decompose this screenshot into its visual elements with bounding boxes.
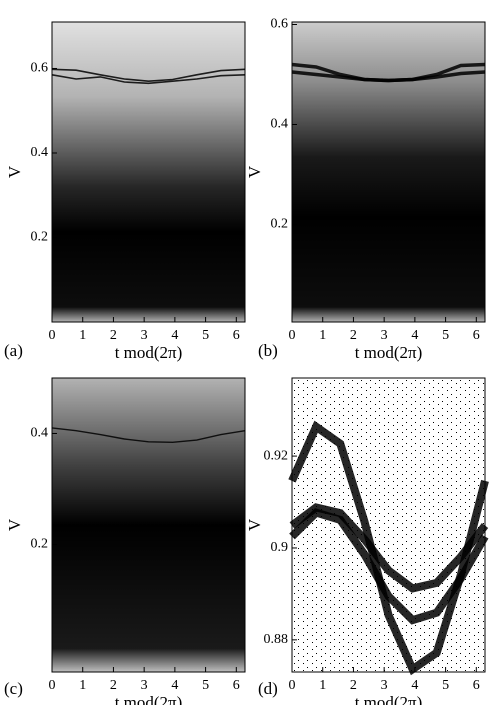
panel-label: (c) (4, 679, 23, 698)
y-tick-label: 0.6 (271, 17, 289, 32)
point-cloud (52, 378, 245, 672)
y-axis-label: V (245, 165, 264, 178)
orbit-line (51, 74, 246, 85)
x-tick-label: 2 (110, 328, 117, 343)
panel: 0 1 2 3 4 5 6 0.2 0.4 t mod(2π) V (c) (4, 377, 246, 705)
y-tick-label: 0.2 (271, 217, 289, 232)
plot-frame (291, 377, 486, 673)
orbit-line (288, 420, 489, 676)
y-tick-label: 0.6 (31, 61, 49, 76)
y-tick-label: 0.9 (271, 540, 289, 555)
x-tick-label: 0 (49, 678, 56, 693)
x-tick-label: 0 (49, 328, 56, 343)
panel-label: (b) (258, 341, 278, 360)
x-tick-label: 3 (381, 678, 388, 693)
panel-label: (a) (4, 341, 23, 360)
orbit-line (291, 62, 486, 83)
x-tick-label: 6 (233, 678, 240, 693)
x-tick-label: 4 (411, 678, 418, 693)
x-tick-label: 5 (442, 678, 449, 693)
x-axis-label: t mod(2π) (355, 693, 423, 705)
x-tick-label: 2 (110, 678, 117, 693)
panel: 0 1 2 3 4 5 6 0.88 0.9 0.92 t mod(2π) V (d) (245, 377, 489, 705)
point-cloud (292, 378, 485, 672)
x-tick-label: 1 (79, 328, 86, 343)
x-axis-label: t mod(2π) (115, 693, 183, 705)
y-tick-label: 0.4 (31, 426, 49, 441)
x-tick-label: 3 (141, 328, 148, 343)
x-tick-label: 2 (350, 678, 357, 693)
orbit-line (51, 427, 246, 444)
y-tick-label: 0.4 (271, 117, 289, 132)
orbit-line (289, 503, 489, 593)
y-tick-label: 0.92 (264, 448, 289, 463)
x-tick-label: 4 (171, 678, 178, 693)
y-axis-label: V (245, 518, 264, 531)
x-tick-label: 6 (473, 328, 480, 343)
x-tick-label: 0 (289, 678, 296, 693)
orbit-line (289, 508, 489, 625)
plot-frame (291, 21, 486, 323)
y-tick-label: 0.88 (264, 632, 289, 647)
x-tick-label: 0 (289, 328, 296, 343)
x-tick-label: 5 (442, 328, 449, 343)
x-tick-label: 3 (141, 678, 148, 693)
panels: 0 1 2 3 4 5 60.20.40.6t mod(2π)V(a)0 1 2 3 4 5 60.20… (4, 17, 489, 705)
y-tick-label: 0.2 (31, 537, 49, 552)
x-tick-label: 3 (381, 328, 388, 343)
x-axis-label: t mod(2π) (115, 343, 183, 362)
panel: 0 1 2 3 4 5 6 0.2 0.4 0.6 t mod(2π) V (a) (4, 21, 246, 362)
panel-label: (d) (258, 679, 278, 698)
x-tick-label: 6 (473, 678, 480, 693)
x-tick-label: 6 (233, 328, 240, 343)
x-tick-label: 5 (202, 678, 209, 693)
plot-frame (51, 377, 246, 673)
point-cloud (292, 22, 485, 322)
x-tick-label: 1 (319, 328, 326, 343)
y-tick-label: 0.2 (31, 230, 49, 245)
x-tick-label: 2 (350, 328, 357, 343)
x-tick-label: 5 (202, 328, 209, 343)
x-axis-label: t mod(2π) (355, 343, 423, 362)
x-tick-label: 1 (79, 678, 86, 693)
x-tick-label: 4 (411, 328, 418, 343)
y-axis-label: V (5, 518, 24, 531)
x-tick-label: 4 (171, 328, 178, 343)
plot-frame (51, 21, 246, 323)
orbit-line (51, 68, 246, 83)
x-tick-label: 1 (319, 678, 326, 693)
panel: 0 1 2 3 4 5 6 0.2 0.4 0.6 t mod(2π) V (b) (245, 17, 486, 362)
point-cloud (52, 22, 245, 322)
y-tick-label: 0.4 (31, 145, 49, 160)
y-axis-label: V (5, 165, 24, 178)
